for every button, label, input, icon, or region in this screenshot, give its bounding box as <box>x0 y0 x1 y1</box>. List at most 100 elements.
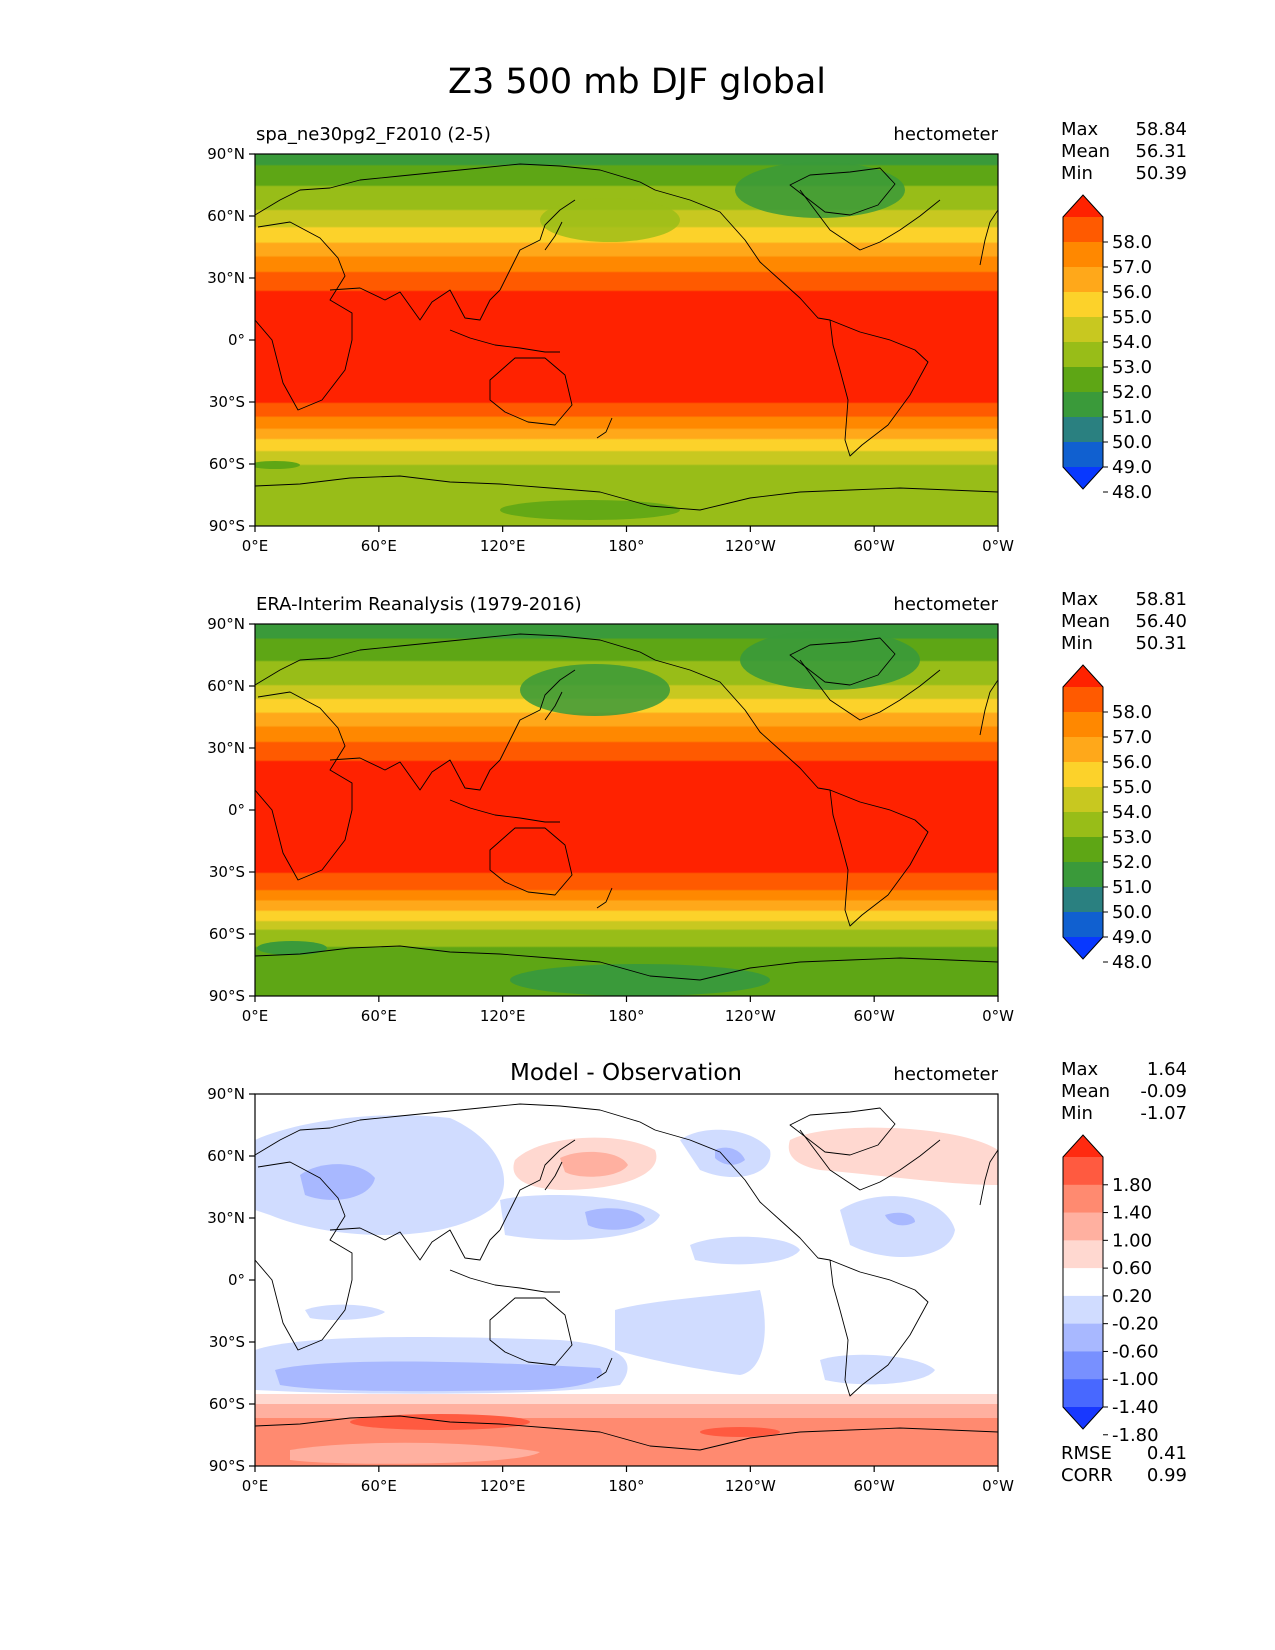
region-south-pacific-negative <box>615 1290 765 1375</box>
coast-africa <box>255 1161 353 1351</box>
coast-south-asia <box>329 757 501 791</box>
units-label: hectometer <box>893 594 998 615</box>
colorbar-label: -1.00 <box>1112 1369 1159 1390</box>
region-okhotsk-positive <box>560 1151 628 1177</box>
colorbar-label: 52.0 <box>1112 852 1152 873</box>
colorbar-segment <box>1063 1351 1103 1380</box>
region-eurasia-negative <box>255 1115 505 1235</box>
region-ross-core <box>700 1427 780 1437</box>
x-tick-label: 60°W <box>853 1477 895 1495</box>
y-tick-label: 30°S <box>209 393 245 411</box>
x-tick-label: 0°E <box>242 537 269 555</box>
region-south-atlantic-negative <box>820 1354 935 1385</box>
y-tick-label: 90°S <box>209 517 245 535</box>
stats-block: Max 58.81 Mean 56.40 Min 50.31 <box>1061 589 1187 654</box>
colorbar: 58.0 57.0 56.0 55.0 54.0 53.0 52.0 51.0 50.0 49.0… <box>1062 664 1152 973</box>
stats-block: Max 1.64 Mean -0.09 Min -1.07 <box>1061 1059 1187 1124</box>
colorbar-segment <box>1063 912 1103 938</box>
x-tick-label: 60°E <box>361 537 397 555</box>
colorbar-label: 50.0 <box>1112 432 1152 453</box>
y-tick-label: 60°S <box>209 1395 245 1413</box>
colorbar-segment <box>1063 862 1103 888</box>
coastlines <box>255 163 998 511</box>
panel-title: spa_ne30pg2_F2010 (2-5) <box>256 124 491 145</box>
region-central-pacific-negative <box>690 1236 800 1265</box>
y-axis-ticks: 90°N 60°N 30°N 0° 30°S 60°S 90°S <box>207 1085 255 1475</box>
stat-min-value: 50.39 <box>1135 163 1187 184</box>
y-tick-label: 30°N <box>207 739 245 757</box>
coast-japan <box>544 691 563 721</box>
x-tick-label: 120°E <box>480 537 526 555</box>
colorbar-label: 53.0 <box>1112 357 1152 378</box>
x-tick-label: 120°W <box>725 1477 776 1495</box>
stat-min-label: Min <box>1061 163 1093 184</box>
y-axis-ticks: 90°N 60°N 30°N 0° 30°S 60°S 90°S <box>207 615 255 1005</box>
stat-max-value: 58.81 <box>1135 589 1187 610</box>
colorbar-label: 56.0 <box>1112 752 1152 773</box>
colorbar-label: 48.0 <box>1112 952 1152 973</box>
coast-eurasia-north <box>255 1103 656 1156</box>
units-label: hectometer <box>893 124 998 145</box>
x-tick-label: 180° <box>608 537 644 555</box>
stat-mean-value: 56.40 <box>1135 611 1187 632</box>
x-tick-label: 60°E <box>361 1007 397 1025</box>
stat-mean-value: -0.09 <box>1140 1081 1187 1102</box>
colorbar-label: 0.20 <box>1112 1286 1152 1307</box>
map-area <box>255 154 998 526</box>
field-anomaly-siberia <box>540 198 680 242</box>
coast-africa <box>255 221 353 411</box>
x-tick-label: 60°W <box>853 1007 895 1025</box>
coast-maritime <box>449 329 560 353</box>
coast-north-america <box>654 659 831 791</box>
colorbar-segment <box>1063 1295 1103 1325</box>
y-tick-label: 90°S <box>209 1457 245 1475</box>
coast-europe <box>979 1149 998 1206</box>
colorbar-segment <box>1063 417 1103 443</box>
region-southern-indian-core <box>275 1361 602 1392</box>
x-tick-label: 60°W <box>853 537 895 555</box>
field-anomaly-south-atlantic <box>255 461 300 469</box>
field-anomaly-greenland <box>740 630 920 690</box>
colorbar-label: 1.40 <box>1112 1203 1152 1224</box>
colorbar-segment <box>1063 687 1103 713</box>
colorbar-segment <box>1063 317 1103 343</box>
map-area <box>255 1094 998 1466</box>
y-tick-label: 0° <box>228 1271 245 1289</box>
stat-min-label: Min <box>1061 633 1093 654</box>
stat-mean-value: 56.31 <box>1135 141 1187 162</box>
colorbar-label: 1.00 <box>1112 1230 1152 1251</box>
coast-greenland <box>789 1107 896 1156</box>
colorbar-label: 57.0 <box>1112 727 1152 748</box>
metric-corr-label: CORR <box>1061 1465 1113 1486</box>
colorbar-label: 0.60 <box>1112 1258 1152 1279</box>
coast-japan <box>544 1161 563 1191</box>
stat-max-label: Max <box>1061 589 1099 610</box>
x-tick-label: 120°W <box>725 1007 776 1025</box>
colorbar-label: 49.0 <box>1112 457 1152 478</box>
y-tick-label: 60°N <box>207 1147 245 1165</box>
colorbar-segment <box>1063 1157 1103 1186</box>
region-indian-ocean-negative <box>305 1304 385 1320</box>
coast-eurasia-north <box>255 633 656 686</box>
x-axis-ticks: 0°E 60°E 120°E 180° 120°W 60°W 0°W <box>242 996 1014 1025</box>
colorbar-segment <box>1063 267 1103 293</box>
y-tick-label: 30°S <box>209 1333 245 1351</box>
coast-europe <box>979 209 998 266</box>
metric-rmse-label: RMSE <box>1061 1443 1112 1464</box>
x-tick-label: 0°W <box>982 1007 1014 1025</box>
coast-africa <box>255 691 353 881</box>
y-tick-label: 90°N <box>207 1085 245 1103</box>
coast-australia <box>489 1297 573 1366</box>
coast-antarctica <box>255 475 998 511</box>
coastlines <box>255 1103 998 1451</box>
y-tick-label: 60°N <box>207 207 245 225</box>
colorbar-segment <box>1063 762 1103 788</box>
x-tick-label: 120°W <box>725 537 776 555</box>
colorbar-label: 51.0 <box>1112 407 1152 428</box>
coast-east-asia <box>499 669 576 761</box>
colorbar: 58.0 57.0 56.0 55.0 54.0 53.0 52.0 51.0 50.0 49.0… <box>1062 194 1152 503</box>
x-tick-label: 120°E <box>480 1477 526 1495</box>
coastlines <box>255 633 998 981</box>
colorbar-segment <box>1063 812 1103 838</box>
stat-mean-label: Mean <box>1061 1081 1110 1102</box>
